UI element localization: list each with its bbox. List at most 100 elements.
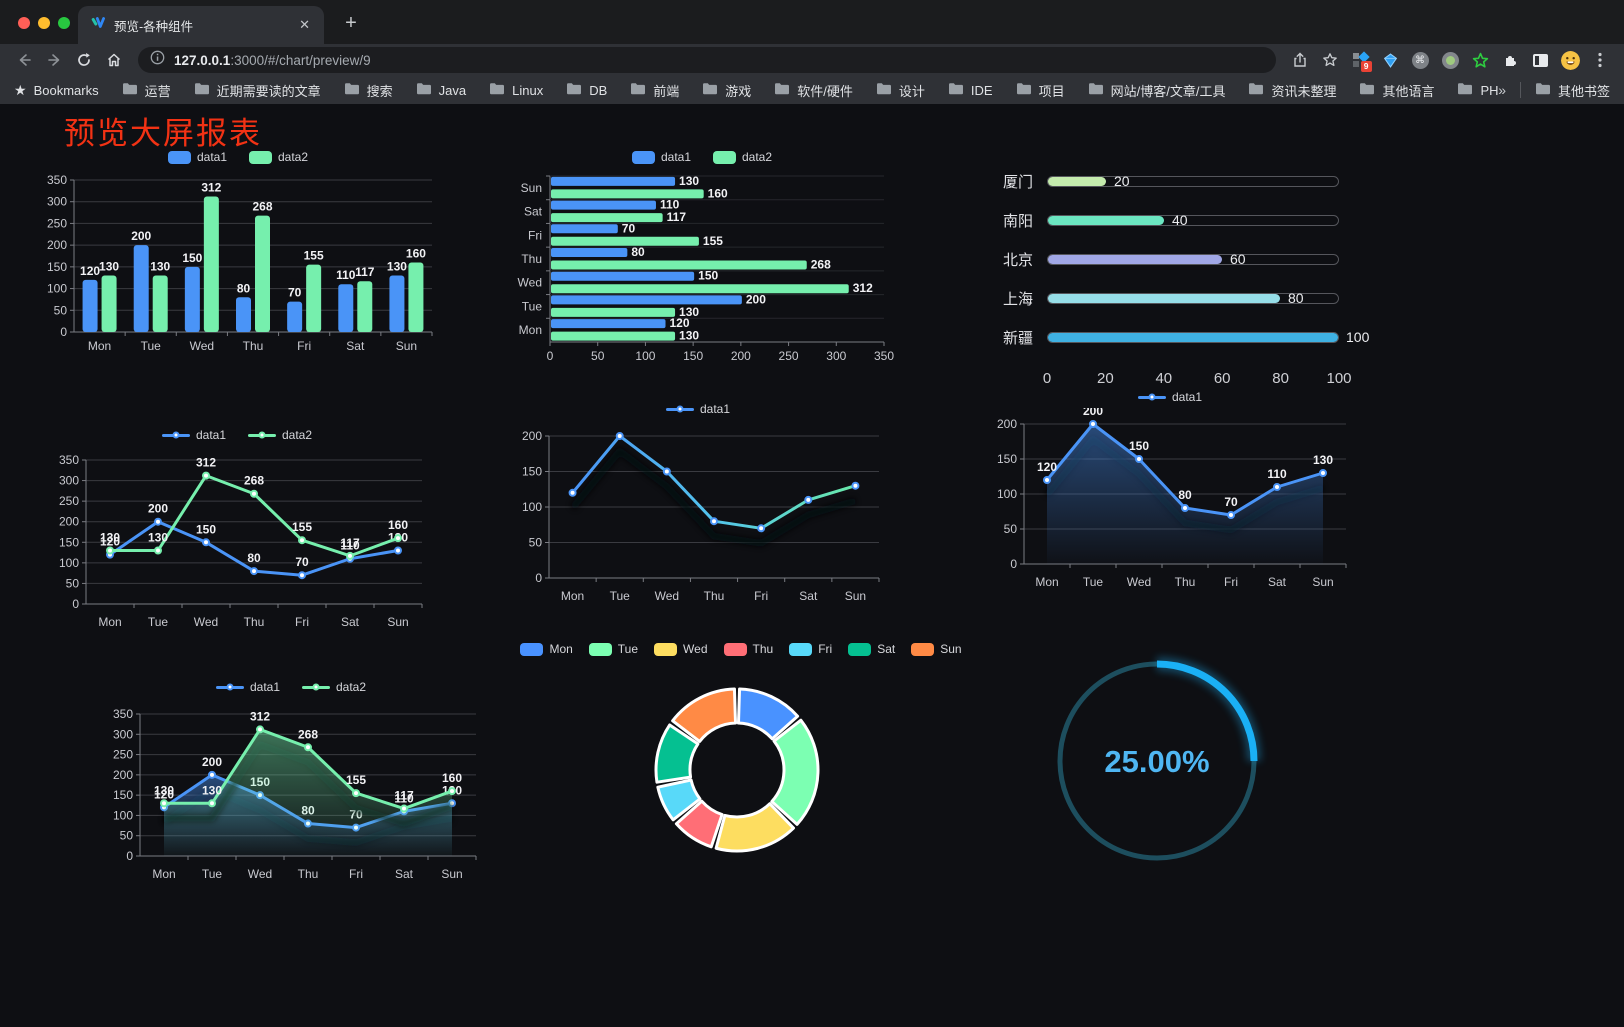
home-button[interactable] [100,47,128,73]
legend-item[interactable]: data2 [248,428,312,442]
bookmark-folder[interactable]: 资讯未整理 [1248,81,1336,100]
svg-text:Sun: Sun [845,589,866,603]
progress-label: 新疆 [1002,330,1033,347]
legend-item[interactable]: Thu [723,642,773,656]
bookmarks-overflow-chevron[interactable]: » [1498,82,1506,98]
command-extension-icon[interactable]: ⌘ [1406,47,1434,73]
share-icon[interactable] [1286,47,1314,73]
progress-row[interactable]: 新疆 100 [975,318,1390,357]
extension-grid-icon[interactable]: 9 [1346,47,1374,73]
folder-icon [416,82,432,98]
gem-extension-icon[interactable] [1376,47,1404,73]
bookmark-folder[interactable]: 其他语言 [1359,81,1434,100]
bookmark-label: IDE [970,82,993,98]
chart-card-progress: 厦门 20 南阳 40 北京 60 上海 80 新疆 100 0 20 40 60 80 100 [975,150,1390,390]
zoom-window-button[interactable] [58,17,70,29]
forward-button[interactable] [40,47,68,73]
donut-chart[interactable] [545,660,937,890]
legend-item[interactable]: Mon [520,642,573,656]
bookmark-star-icon[interactable] [1316,47,1344,73]
legend-item[interactable]: data1 [161,428,226,442]
bookmark-folder[interactable]: 游戏 [702,81,751,100]
legend-item[interactable]: Tue [588,642,638,656]
bookmark-folder[interactable]: Linux [489,82,543,98]
reload-button[interactable] [70,47,98,73]
browser-tab[interactable]: 预览-各种组件 ✕ [78,6,324,44]
progress-row[interactable]: 厦门 20 [975,162,1390,201]
bookmark-folder[interactable]: IDE [948,82,993,98]
progress-row[interactable]: 北京 60 [975,240,1390,279]
gradient-line-chart[interactable]: 0 50 100 150 200 Mon Tue Wed Thu Fri Sat Sun [505,420,891,616]
legend-label: Mon [549,642,573,656]
legend-item[interactable]: data1 [665,402,731,416]
legend-item[interactable]: data1 [1137,390,1202,404]
bookmark-folder[interactable]: 运营 [122,81,171,100]
extensions-puzzle-icon[interactable] [1496,47,1524,73]
folder-icon [566,82,582,98]
legend-item[interactable]: Sat [848,642,895,656]
horizontal-bar-chart[interactable]: 0 50 100 150 200 250 300 350 Mon 120 130 Tue 200 130 W… [504,168,900,372]
legend-item[interactable]: data2 [713,150,772,164]
gauge-chart[interactable]: 25.00% [1034,638,1280,884]
bookmark-folder[interactable]: 项目 [1016,81,1065,100]
svg-text:50: 50 [529,536,543,550]
legend-label: data1 [699,402,731,416]
progress-label: 北京 [1002,252,1033,269]
legend-item[interactable]: data1 [631,150,691,164]
back-button[interactable] [10,47,38,73]
dot-extension-icon[interactable] [1436,47,1464,73]
svg-text:Sat: Sat [346,339,365,353]
tab-strip: 预览-各种组件 ✕ + [0,0,1624,44]
legend-item[interactable]: Sun [911,642,962,656]
bookmark-folder[interactable]: 搜索 [344,81,393,100]
star-extension-icon[interactable] [1466,47,1494,73]
grouped-bar-chart[interactable]: 0 50 100 150 200 250 300 350 Mon Tue Wed Thu Fri Sat S… [38,168,438,368]
progress-bar-chart[interactable]: 厦门 20 南阳 40 北京 60 上海 80 新疆 100 0 20 40 60 80 100 [975,150,1390,395]
bookmark-folder[interactable]: PHP [1457,82,1498,98]
profile-avatar[interactable] [1556,47,1584,73]
minimize-window-button[interactable] [38,17,50,29]
svg-text:130: 130 [1313,453,1333,467]
two-series-line-chart[interactable]: 0 50 100 150 200 250 300 350 Mon Tue Wed Thu Fri Sat S… [40,446,434,642]
progress-row[interactable]: 上海 80 [975,279,1390,318]
bookmark-folder[interactable]: Java [416,82,466,98]
side-panel-icon[interactable] [1526,47,1554,73]
svg-text:268: 268 [244,474,264,488]
bookmark-folder[interactable]: DB [566,82,607,98]
folder-icon [1248,82,1264,98]
address-bar[interactable]: 127.0.0.1:3000/#/chart/preview/9 [138,47,1276,73]
close-window-button[interactable] [18,17,30,29]
progress-value: 20 [1114,173,1130,189]
progress-value: 80 [1288,290,1304,306]
legend-item[interactable]: data2 [249,150,308,164]
legend-swatch [723,642,747,656]
bookmark-folder[interactable]: 设计 [876,81,925,100]
bookmark-folder[interactable]: 网站/博客/文章/工具 [1088,81,1225,100]
bookmark-folder[interactable]: 前端 [630,81,679,100]
legend: Mon Tue Wed Thu Fri Sat Sun [520,640,962,658]
svg-text:70: 70 [1224,495,1238,509]
legend-item[interactable]: data2 [302,680,366,694]
legend-label: Fri [818,642,833,656]
bookmark-label: 项目 [1038,83,1065,99]
other-bookmarks[interactable]: 其他书签 [1535,81,1610,100]
legend-item[interactable]: Wed [654,642,708,656]
line-chart-canvas: 0 50 100 150 200 250 300 350 Mon Tue Wed Thu Fri Sat S… [59,453,423,629]
site-info-icon[interactable] [150,50,165,70]
two-series-area-chart[interactable]: 0 50 100 150 200 250 300 350 Mon Tue Wed Thu Fri Sat S… [94,698,488,892]
menu-kebab-icon[interactable] [1586,47,1614,73]
bookmark-folder[interactable]: 近期需要读的文章 [194,81,321,100]
svg-text:130: 130 [148,531,168,545]
svg-text:200: 200 [59,515,79,529]
legend-item[interactable]: data1 [167,150,227,164]
legend-label: Sun [940,642,962,656]
tab-close-icon[interactable]: ✕ [299,17,310,32]
svg-text:110: 110 [660,198,680,212]
progress-row[interactable]: 南阳 40 [975,201,1390,240]
legend-item[interactable]: Fri [789,642,832,656]
bookmarks-root[interactable]: ★ Bookmarks [14,82,99,99]
single-area-chart[interactable]: 0 50 100 150 200 Mon Tue Wed Thu Fri Sat Sun 120 200 1… [982,408,1358,604]
legend-item[interactable]: data1 [215,680,280,694]
new-tab-button[interactable]: + [345,12,357,34]
bookmark-folder[interactable]: 软件/硬件 [774,81,853,100]
